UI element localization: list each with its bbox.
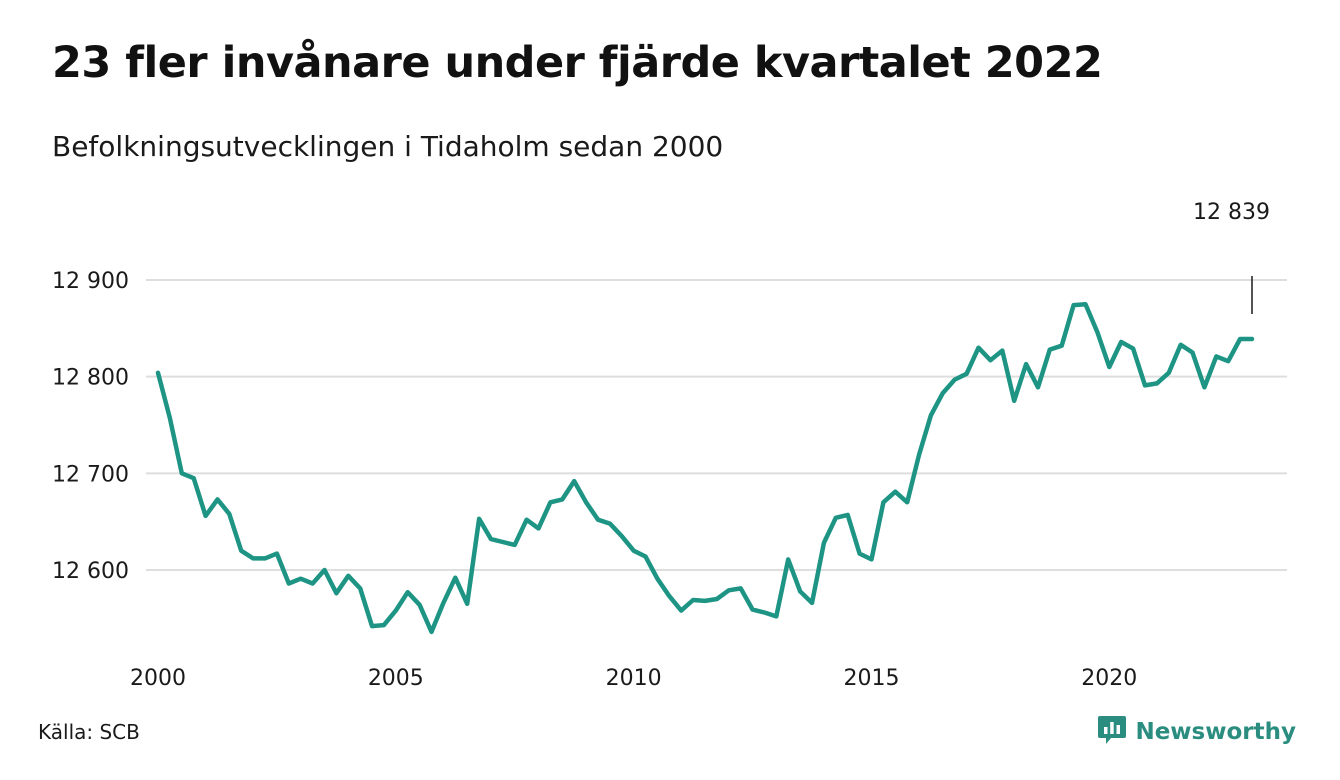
x-tick-label: 2005 bbox=[368, 666, 424, 691]
y-tick-label: 12 600 bbox=[52, 559, 129, 584]
x-tick-label: 2010 bbox=[606, 666, 662, 691]
x-tick-label: 2015 bbox=[843, 666, 899, 691]
source-note: Källa: SCB bbox=[38, 720, 140, 744]
chart-title: 23 fler invånare under fjärde kvartalet … bbox=[52, 38, 1103, 88]
brand-logo: Newsworthy bbox=[1097, 714, 1296, 750]
y-tick-label: 12 800 bbox=[52, 366, 129, 391]
x-axis-labels: 2000 2005 2010 2015 2020 bbox=[130, 666, 1137, 691]
y-tick-label: 12 700 bbox=[52, 462, 129, 487]
y-axis-labels: 12 600 12 700 12 800 12 900 bbox=[52, 269, 129, 584]
gridlines bbox=[146, 279, 1287, 571]
chart-subtitle: Befolkningsutvecklingen i Tidaholm sedan… bbox=[52, 130, 724, 163]
annotation-layer: 12 839 bbox=[1193, 200, 1270, 314]
annotation-label: 12 839 bbox=[1193, 200, 1270, 225]
population-line bbox=[155, 301, 1255, 635]
bar-chart-speech-bubble-icon bbox=[1097, 714, 1127, 750]
y-tick-label: 12 900 bbox=[52, 269, 129, 294]
series-layer bbox=[155, 301, 1255, 635]
x-tick-label: 2000 bbox=[130, 666, 186, 691]
x-tick-label: 2020 bbox=[1081, 666, 1137, 691]
brand-name: Newsworthy bbox=[1135, 719, 1296, 745]
